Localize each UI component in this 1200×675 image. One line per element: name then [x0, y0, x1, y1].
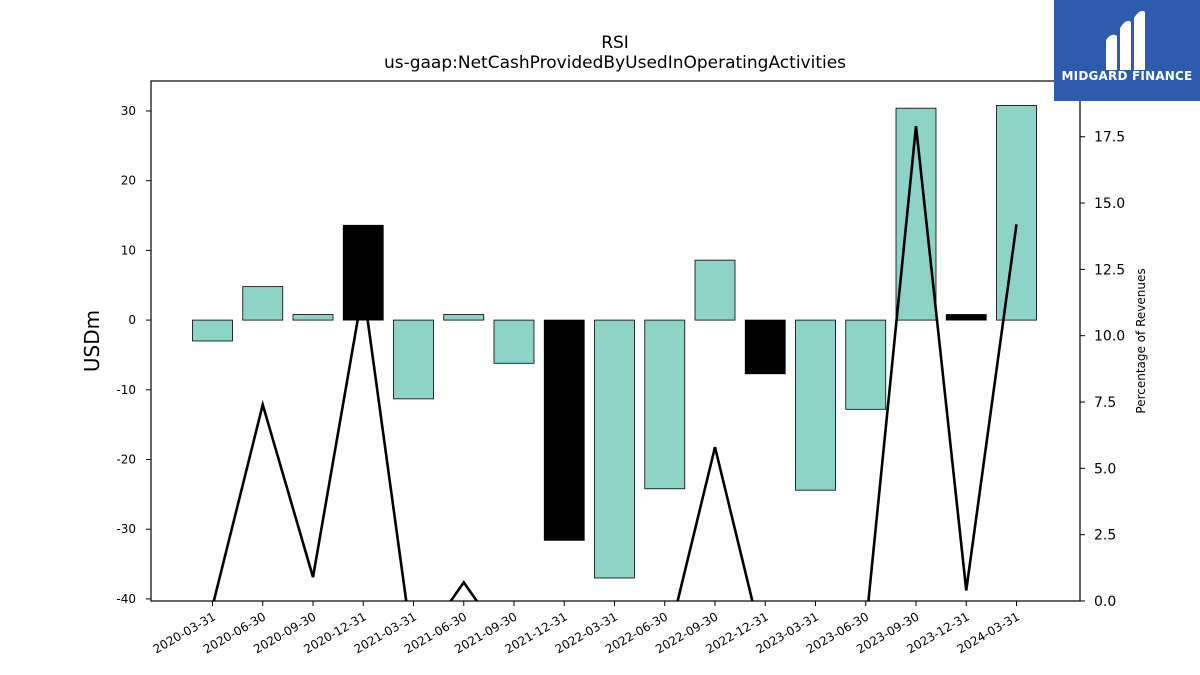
y2-tick-label: 17.5: [1094, 130, 1125, 146]
brand-name: MIDGARD FINANCE: [1061, 69, 1193, 83]
bar-2021-09-30: [493, 319, 535, 364]
y2-axis-label: Percentage of Revenues: [1134, 268, 1148, 413]
bar-2023-06-30: [845, 319, 887, 410]
chart-title: RSI: [601, 33, 629, 53]
bars: [192, 104, 1037, 579]
y2-tick-label: 2.5: [1094, 528, 1116, 544]
bar-2022-06-30: [644, 319, 686, 490]
bar-2022-09-30: [694, 259, 736, 321]
chart-subtitle: us-gaap:NetCashProvidedByUsedInOperating…: [384, 53, 846, 73]
bar-2021-12-31: [543, 319, 585, 541]
y-axis-right: 0.0 2.5 5.0 7.5 10.0 12.5 15.0 17.5: [1080, 130, 1125, 610]
bar-2024-03-31: [996, 104, 1037, 321]
y-tick-label: -10: [116, 383, 136, 397]
y-axis-left: -40 -30 -20 -10 0 10 20 30: [116, 104, 151, 606]
bar-2021-06-30: [443, 314, 485, 321]
plot-frame: [150, 80, 1081, 602]
bar-2020-12-31: [342, 224, 384, 321]
midgard-logo-icon: [1106, 10, 1145, 70]
y-tick-label: 10: [121, 243, 136, 257]
bar-2020-06-30: [242, 286, 284, 321]
y-tick-label: 0: [128, 313, 136, 327]
brand-logo: MIDGARD FINANCE: [1054, 0, 1200, 101]
y2-tick-label: 15.0: [1094, 196, 1125, 212]
line-layer: [212, 125, 1018, 601]
y-tick-label: -20: [116, 452, 136, 466]
bar-2020-03-31: [192, 319, 233, 342]
bar-2022-03-31: [594, 319, 635, 579]
bar-2023-03-31: [795, 319, 836, 491]
y-tick-label: -30: [116, 522, 136, 536]
y2-tick-label: 7.5: [1094, 395, 1116, 411]
y-tick-label: 30: [121, 104, 136, 118]
x-axis: 2020-03-312020-06-302020-09-302020-12-31…: [151, 601, 1022, 656]
percentage-line: [212, 125, 1018, 601]
bar-2020-09-30: [292, 314, 334, 321]
y-axis-label: USDm: [80, 310, 104, 372]
y2-tick-label: 12.5: [1094, 262, 1125, 278]
bar-2022-12-31: [744, 319, 786, 375]
bar-2023-12-31: [945, 314, 987, 321]
y2-tick-label: 5.0: [1094, 461, 1116, 477]
y-tick-label: 20: [121, 174, 136, 188]
y2-tick-label: 0.0: [1094, 594, 1116, 610]
y2-tick-label: 10.0: [1094, 329, 1125, 345]
bar-2021-03-31: [393, 319, 434, 400]
bar-2023-09-30: [895, 107, 937, 321]
y-tick-label: -40: [116, 592, 136, 606]
